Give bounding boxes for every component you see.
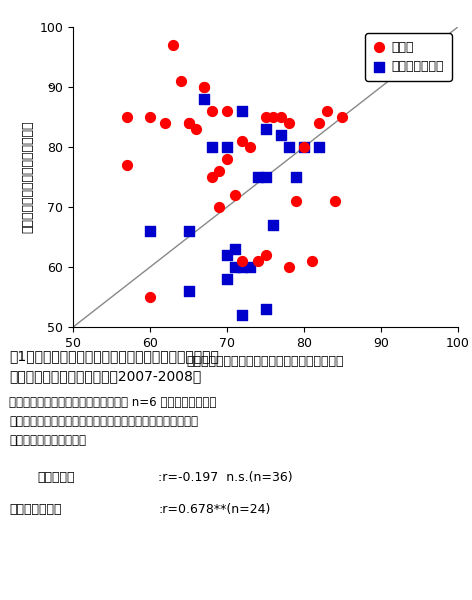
Text: 相対ウレイド法: 相対ウレイド法 bbox=[9, 503, 62, 516]
Y-axis label: 比較法による窒素固定割合（％）: 比較法による窒素固定割合（％） bbox=[21, 121, 34, 233]
差引法 bbox=[123, 112, 131, 122]
差引法 bbox=[293, 196, 300, 206]
差引法 bbox=[261, 250, 269, 260]
X-axis label: 重窒素自然存在比法による窒素固定割合（％）: 重窒素自然存在比法による窒素固定割合（％） bbox=[187, 355, 344, 368]
相対ウレイド法 bbox=[223, 142, 231, 152]
相対ウレイド法 bbox=[223, 274, 231, 284]
差引法 bbox=[277, 112, 285, 122]
差引法 bbox=[285, 118, 292, 128]
相対ウレイド法 bbox=[285, 142, 292, 152]
相対ウレイド法 bbox=[208, 142, 215, 152]
差引法 bbox=[216, 202, 223, 212]
相対ウレイド法 bbox=[223, 250, 231, 260]
相対ウレイド法 bbox=[261, 304, 269, 314]
相対ウレイド法 bbox=[300, 142, 308, 152]
差引法 bbox=[331, 196, 338, 206]
差引法 bbox=[223, 106, 231, 116]
相対ウレイド法 bbox=[200, 94, 208, 104]
差引法 bbox=[123, 160, 131, 170]
差引法 bbox=[208, 172, 215, 182]
相対ウレイド法 bbox=[316, 142, 323, 152]
差引法 bbox=[169, 40, 177, 50]
差引法 bbox=[338, 112, 346, 122]
相対ウレイド法 bbox=[239, 106, 246, 116]
Text: 差　引　法: 差 引 法 bbox=[38, 471, 75, 484]
Text: -: - bbox=[48, 80, 52, 94]
差引法 bbox=[223, 154, 231, 164]
差引法 bbox=[200, 82, 208, 92]
差引法 bbox=[254, 256, 261, 266]
差引法 bbox=[261, 112, 269, 122]
差引法 bbox=[185, 118, 192, 128]
Text: 茂期のデータを用いた。: 茂期のデータを用いた。 bbox=[9, 434, 86, 448]
相対ウレイド法 bbox=[239, 262, 246, 272]
Text: 期、最大繁茂期、成熟期、相対ウレイド法は開花期、最大繁: 期、最大繁茂期、成熟期、相対ウレイド法は開花期、最大繁 bbox=[9, 415, 198, 428]
Legend: 差引法, 相対ウレイド法: 差引法, 相対ウレイド法 bbox=[365, 33, 452, 80]
差引法 bbox=[146, 292, 154, 302]
相対ウレイド法 bbox=[261, 172, 269, 182]
差引法 bbox=[146, 112, 154, 122]
差引法 bbox=[316, 118, 323, 128]
相対ウレイド法 bbox=[146, 226, 154, 236]
差引法 bbox=[177, 76, 185, 86]
相対ウレイド法 bbox=[293, 172, 300, 182]
差引法 bbox=[323, 106, 331, 116]
差引法 bbox=[239, 136, 246, 146]
差引法 bbox=[200, 82, 208, 92]
相対ウレイド法 bbox=[246, 262, 254, 272]
Text: 各４個体の平均値を各年・各期とも n=6 で、差引法は開花: 各４個体の平均値を各年・各期とも n=6 で、差引法は開花 bbox=[9, 396, 217, 409]
差引法 bbox=[285, 262, 292, 272]
差引法 bbox=[270, 112, 277, 122]
Text: 図1　重窒素自然存在比法と差引法、相対ウレイド法と: 図1 重窒素自然存在比法と差引法、相対ウレイド法と bbox=[9, 349, 219, 363]
Text: :r=-0.197  n.s.(n=36): :r=-0.197 n.s.(n=36) bbox=[158, 471, 293, 484]
差引法 bbox=[208, 106, 215, 116]
相対ウレイド法 bbox=[185, 286, 192, 296]
差引法 bbox=[308, 256, 315, 266]
Text: の根粒窒素固定割合の比較（2007-2008）: の根粒窒素固定割合の比較（2007-2008） bbox=[9, 369, 202, 383]
差引法 bbox=[162, 118, 169, 128]
相対ウレイド法 bbox=[261, 124, 269, 134]
相対ウレイド法 bbox=[231, 244, 238, 254]
相対ウレイド法 bbox=[270, 220, 277, 230]
相対ウレイド法 bbox=[239, 310, 246, 320]
差引法 bbox=[231, 190, 238, 200]
差引法 bbox=[185, 118, 192, 128]
差引法 bbox=[216, 166, 223, 176]
相対ウレイド法 bbox=[277, 130, 285, 140]
Text: :r=0.678**(n=24): :r=0.678**(n=24) bbox=[158, 503, 270, 516]
差引法 bbox=[193, 124, 200, 134]
差引法 bbox=[239, 256, 246, 266]
相対ウレイド法 bbox=[254, 172, 261, 182]
相対ウレイド法 bbox=[231, 262, 238, 272]
差引法 bbox=[246, 142, 254, 152]
相対ウレイド法 bbox=[185, 226, 192, 236]
差引法 bbox=[300, 142, 308, 152]
